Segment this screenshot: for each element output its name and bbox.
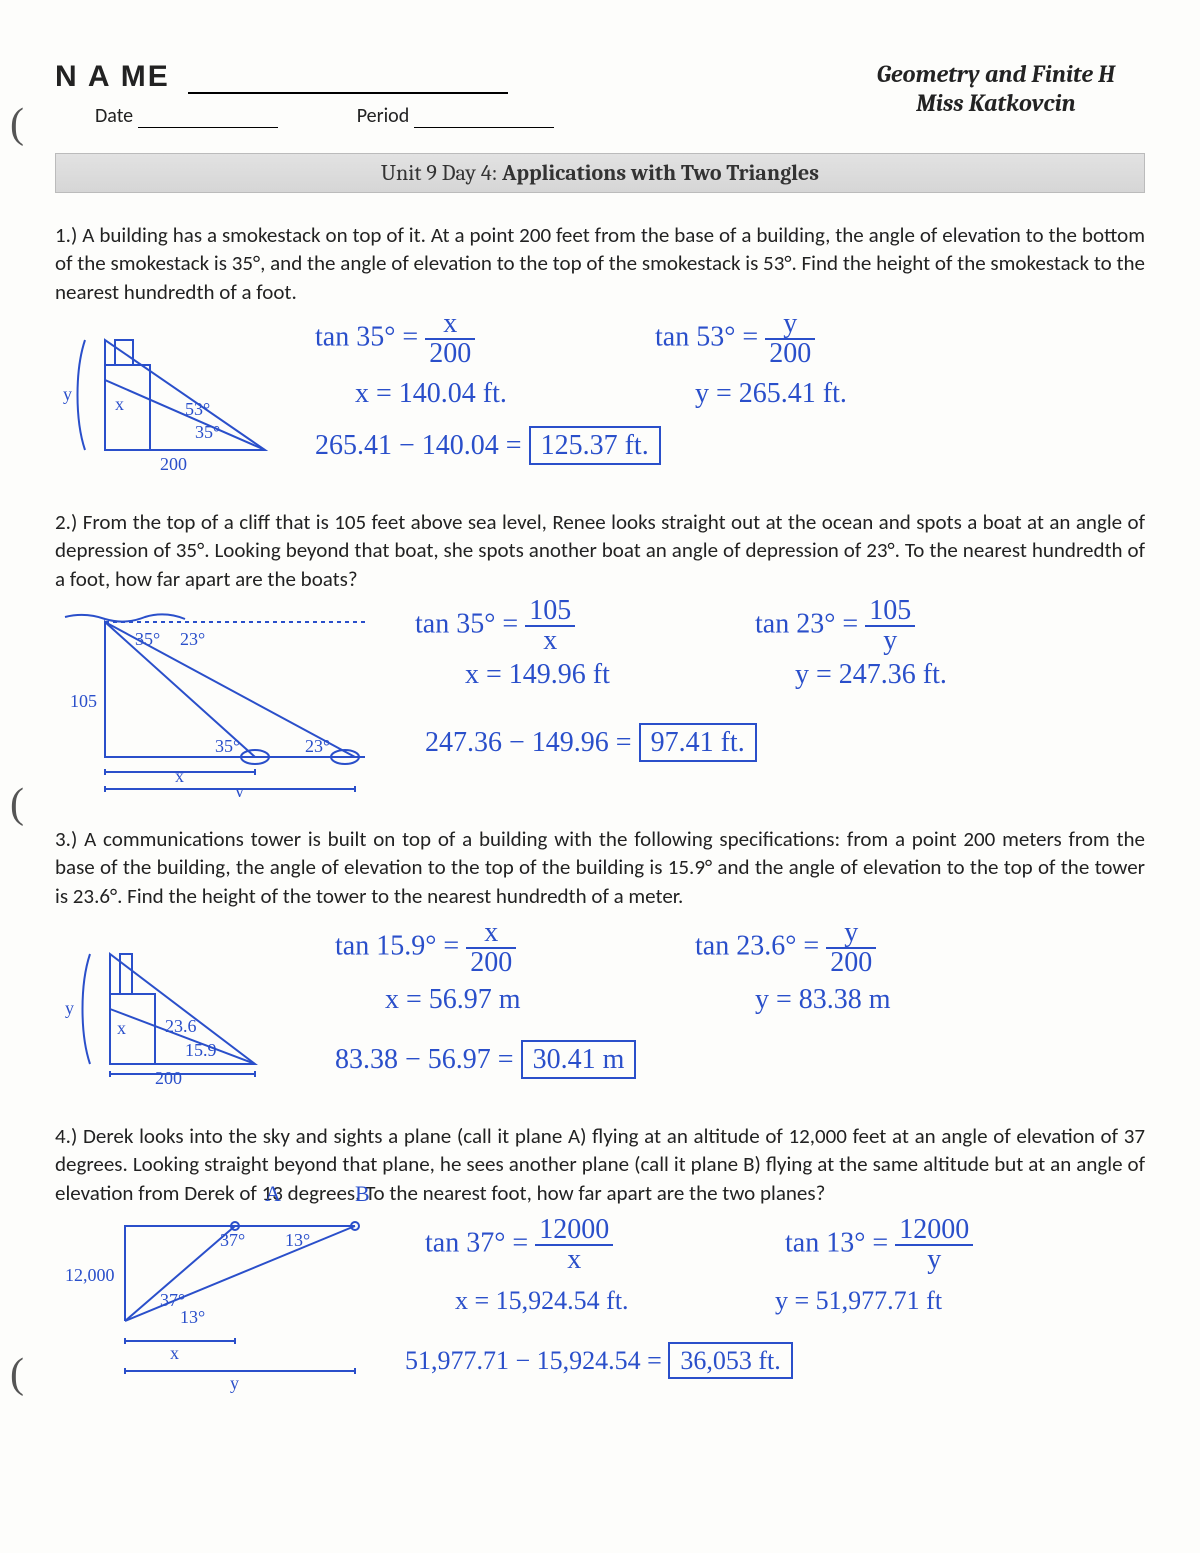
p3-diff: 83.38 − 56.97 = 30.41 m <box>335 1044 636 1076</box>
problem-4-sketch: 12,000 37° 13° 37° 13° x y <box>55 1211 395 1401</box>
svg-text:12,000: 12,000 <box>65 1265 115 1285</box>
p1-eq2: tan 53° = y200 <box>655 310 815 368</box>
p4-label-a: A <box>265 1181 281 1207</box>
problem-1-sketch: y x 53° 35° 200 <box>55 310 285 480</box>
svg-text:200: 200 <box>160 454 187 474</box>
p4-eq1: tan 37° = 12000x <box>425 1216 613 1274</box>
name-line: N A ME <box>55 60 554 94</box>
problem-3-work: y x 23.6 15.9 200 tan 15.9° = x200 tan 2… <box>55 914 1145 1094</box>
date-blank <box>138 113 278 128</box>
paren-mark: ( <box>10 1350 24 1398</box>
course-name: Geometry and Finite H <box>877 60 1115 89</box>
p4-sol2: y = 51,977.71 ft <box>775 1286 942 1316</box>
p4-sol1: x = 15,924.54 ft. <box>455 1286 629 1316</box>
problem-4-text: 4.) Derek looks into the sky and sights … <box>55 1122 1145 1207</box>
p2-diff: 247.36 − 149.96 = 97.41 ft. <box>425 727 757 759</box>
problem-1-work: y x 53° 35° 200 tan 35° = x200 tan 53° =… <box>55 310 1145 480</box>
svg-text:x: x <box>170 1343 179 1363</box>
svg-text:35°: 35° <box>215 736 240 756</box>
svg-text:x: x <box>115 394 124 414</box>
p4-diff: 51,977.71 − 15,924.54 = 36,053 ft. <box>405 1346 793 1376</box>
svg-text:y: y <box>65 998 74 1018</box>
title-prefix: Unit 9 Day 4: <box>381 160 502 186</box>
svg-text:35°: 35° <box>135 629 160 649</box>
header: N A ME Date Period Geometry and Finite H… <box>55 60 1145 128</box>
p3-sol2: y = 83.38 m <box>755 984 891 1016</box>
svg-text:y: y <box>63 384 72 404</box>
problem-3-text: 3.) A communications tower is built on t… <box>55 825 1145 910</box>
svg-text:37°: 37° <box>220 1230 245 1250</box>
problem-3-sketch: y x 23.6 15.9 200 <box>55 914 285 1094</box>
svg-text:x: x <box>175 766 184 786</box>
worksheet-page: ( ( ( N A ME Date Period Geometry and Fi… <box>0 0 1200 1553</box>
p3-eq2: tan 23.6° = y200 <box>695 919 876 977</box>
date-label: Date <box>95 104 133 128</box>
p1-eq1: tan 35° = x200 <box>315 310 475 368</box>
name-label: N A ME <box>55 60 170 93</box>
p2-eq2: tan 23° = 105y <box>755 597 915 655</box>
paren-mark: ( <box>10 100 24 148</box>
svg-text:23°: 23° <box>180 629 205 649</box>
p3-sol1: x = 56.97 m <box>385 984 521 1016</box>
p1-sol2: y = 265.41 ft. <box>695 378 847 410</box>
name-date-block: N A ME Date Period <box>55 60 554 128</box>
svg-text:200: 200 <box>155 1068 182 1088</box>
p1-diff: 265.41 − 140.04 = 125.37 ft. <box>315 430 661 462</box>
paren-mark: ( <box>10 780 24 828</box>
p2-eq1: tan 35° = 105x <box>415 597 575 655</box>
period-label: Period <box>357 104 410 128</box>
problem-4-work: A B 12,000 37° 13° 37° 13° x y tan 37° =… <box>55 1211 1145 1411</box>
svg-text:13°: 13° <box>285 1230 310 1250</box>
name-blank <box>188 72 508 94</box>
svg-text:15.9: 15.9 <box>185 1040 217 1060</box>
date-period-line: Date Period <box>95 104 554 128</box>
svg-text:13°: 13° <box>180 1307 205 1327</box>
svg-text:35°: 35° <box>195 422 220 442</box>
p2-sol2: y = 247.36 ft. <box>795 659 947 691</box>
p1-sol1: x = 140.04 ft. <box>355 378 507 410</box>
p3-eq1: tan 15.9° = x200 <box>335 919 516 977</box>
p4-eq2: tan 13° = 12000y <box>785 1216 973 1274</box>
p4-label-b: B <box>355 1181 370 1207</box>
svg-text:105: 105 <box>70 691 97 711</box>
period-blank <box>414 113 554 128</box>
unit-title-bar: Unit 9 Day 4: Applications with Two Tria… <box>55 153 1145 193</box>
problem-2-text: 2.) From the top of a cliff that is 105 … <box>55 508 1145 593</box>
problem-2-sketch: 35° 23° 105 35° 23° x y <box>55 597 385 797</box>
svg-text:y: y <box>230 1373 239 1393</box>
teacher-name: Miss Katkovcin <box>877 89 1115 118</box>
svg-text:53°: 53° <box>185 399 210 419</box>
title-main: Applications with Two Triangles <box>502 160 819 186</box>
problem-2-work: 35° 23° 105 35° 23° x y tan 35° = 105x t… <box>55 597 1145 797</box>
problem-1-text: 1.) A building has a smokestack on top o… <box>55 221 1145 306</box>
svg-text:23°: 23° <box>305 736 330 756</box>
svg-text:23.6: 23.6 <box>165 1016 197 1036</box>
svg-text:x: x <box>117 1018 126 1038</box>
p2-sol1: x = 149.96 ft <box>465 659 610 691</box>
course-block: Geometry and Finite H Miss Katkovcin <box>877 60 1115 118</box>
